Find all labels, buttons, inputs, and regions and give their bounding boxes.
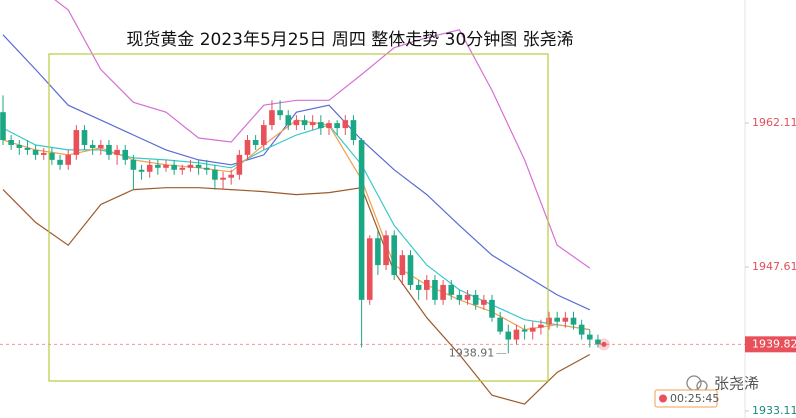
last-price-box (745, 336, 796, 353)
candle-body (407, 255, 414, 285)
candle-body (195, 164, 202, 168)
candle-body (73, 130, 80, 155)
candle-body (163, 164, 169, 168)
candle-body (366, 238, 373, 300)
candle-body (252, 139, 259, 145)
candle-body (554, 317, 560, 322)
candle-body (114, 149, 120, 155)
candle-body (505, 331, 512, 340)
candle-body (24, 147, 31, 150)
y-tick-label: 1933.11 (752, 404, 796, 417)
candle-body (440, 284, 446, 300)
candle-body (481, 299, 487, 305)
candle-body (285, 115, 292, 126)
candle-body (212, 169, 218, 180)
candle-body (106, 144, 112, 155)
candle-body (342, 120, 349, 129)
candle-body (261, 125, 267, 145)
candle-body (277, 110, 283, 116)
candle-body (301, 120, 308, 126)
candle-body (521, 329, 528, 332)
candle-body (155, 164, 161, 168)
candle-body (122, 149, 129, 160)
min-label: 1938.91 (449, 346, 495, 359)
candle-body (513, 329, 520, 340)
y-axis: 1962.11 1947.61 1933.11 1939.82 (745, 116, 796, 417)
candle-body (244, 139, 251, 155)
candle-body (464, 294, 471, 300)
candle-body (489, 299, 495, 318)
candle-body (391, 235, 397, 276)
candle-body (146, 164, 153, 172)
timer-box (654, 389, 718, 408)
candle-body (383, 235, 389, 266)
candle-body (32, 149, 39, 155)
watermark-text: 张尧浠 (714, 375, 759, 393)
candle-body (318, 122, 324, 129)
indicator-line (2, 34, 591, 311)
candle-body (326, 123, 332, 129)
candle-body (562, 317, 569, 322)
candle-body (49, 152, 55, 160)
y-tick-label: 1947.61 (752, 260, 796, 273)
candle-body (334, 123, 340, 129)
indicator-line (2, 187, 591, 405)
candle-body (293, 120, 300, 126)
candle-body (595, 339, 601, 345)
candle-body (228, 174, 234, 178)
candle-body (16, 144, 23, 148)
candle-body (179, 167, 186, 170)
candle-body (89, 144, 96, 148)
candle-body (220, 177, 226, 180)
timer-icon (659, 394, 667, 403)
candle-body (57, 159, 63, 165)
candle-body (399, 255, 406, 276)
candle-body (81, 130, 88, 145)
timer-text: 00:25:45 (670, 392, 719, 405)
candle-body (203, 167, 210, 170)
candle-body (432, 279, 438, 300)
candle-body (40, 152, 47, 155)
candle-body (546, 317, 552, 325)
candle-body (456, 294, 463, 300)
candle-body (538, 324, 544, 328)
candle-body (65, 154, 71, 165)
candle-body (187, 164, 194, 168)
candle-body (472, 294, 479, 305)
candle-body (358, 139, 365, 300)
candle-body (0, 112, 6, 140)
candle-body (375, 238, 381, 266)
candle-body (570, 317, 577, 325)
candle-body (130, 159, 137, 170)
candle-body (497, 317, 503, 332)
candle-body (415, 284, 422, 290)
candle-body (529, 327, 536, 332)
candle-body (98, 144, 104, 148)
candle-body (8, 139, 14, 145)
candle-body (424, 279, 430, 290)
indicator-line (54, 0, 591, 269)
last-price-dot (601, 341, 607, 347)
candle-body (269, 110, 275, 126)
y-tick-label: 1962.11 (752, 116, 796, 129)
candle-body (448, 284, 455, 295)
last-price-label: 1939.82 (752, 337, 796, 350)
candle-body (171, 164, 177, 170)
candle-body (587, 334, 593, 340)
timer: 00:25:45 (654, 389, 719, 408)
highlight-box (48, 53, 549, 382)
candle-body (138, 169, 145, 172)
candle-body (309, 122, 316, 126)
plot (0, 0, 745, 405)
candle-body (350, 120, 357, 140)
chart-title: 现货黄金 2023年5月25日 周四 整体走势 30分钟图 张尧浠 (126, 30, 573, 50)
candle-body (236, 154, 243, 175)
candle-body (578, 324, 585, 335)
